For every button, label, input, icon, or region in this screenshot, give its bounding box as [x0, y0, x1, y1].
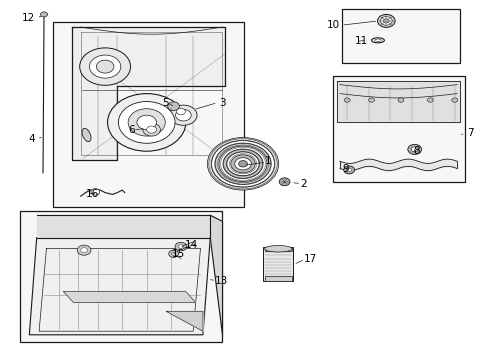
Ellipse shape [82, 129, 91, 141]
Circle shape [175, 242, 186, 251]
Circle shape [380, 17, 391, 25]
Bar [342, 9, 459, 63]
Ellipse shape [264, 246, 291, 252]
Circle shape [91, 189, 100, 195]
Circle shape [407, 144, 421, 154]
Circle shape [81, 248, 87, 253]
Circle shape [427, 98, 432, 102]
Text: 14: 14 [184, 240, 198, 250]
Text: 7: 7 [466, 128, 473, 138]
Circle shape [223, 149, 263, 179]
Circle shape [368, 98, 374, 102]
Text: 13: 13 [215, 276, 228, 286]
Circle shape [207, 138, 278, 190]
Text: 11: 11 [354, 36, 367, 46]
Circle shape [96, 60, 114, 73]
Polygon shape [63, 292, 195, 302]
Circle shape [344, 98, 349, 102]
Circle shape [397, 98, 403, 102]
Text: 16: 16 [85, 189, 99, 199]
Circle shape [167, 102, 179, 111]
Text: 5: 5 [162, 98, 168, 108]
Circle shape [41, 12, 47, 17]
Circle shape [234, 158, 251, 170]
Circle shape [128, 109, 165, 136]
Text: 17: 17 [304, 254, 317, 264]
Ellipse shape [374, 39, 381, 41]
Polygon shape [72, 27, 224, 160]
Text: 10: 10 [326, 20, 339, 30]
Text: 9: 9 [342, 164, 348, 174]
Polygon shape [29, 238, 210, 335]
Circle shape [377, 14, 394, 27]
Polygon shape [166, 311, 203, 331]
Bar [332, 76, 464, 182]
Circle shape [279, 178, 289, 186]
Circle shape [176, 108, 185, 115]
Ellipse shape [371, 38, 384, 43]
Text: 15: 15 [172, 249, 185, 259]
Circle shape [346, 168, 351, 172]
Text: 2: 2 [300, 179, 307, 189]
Polygon shape [337, 81, 459, 122]
Circle shape [169, 105, 197, 125]
Circle shape [175, 109, 191, 121]
Text: 1: 1 [264, 156, 271, 166]
Circle shape [142, 123, 160, 136]
Circle shape [343, 166, 354, 174]
Circle shape [168, 250, 178, 257]
Bar [53, 22, 243, 207]
Polygon shape [210, 215, 222, 335]
Bar [263, 247, 293, 281]
Circle shape [215, 143, 270, 184]
Bar [20, 211, 222, 342]
Circle shape [219, 146, 266, 181]
Circle shape [171, 252, 175, 255]
Circle shape [137, 115, 156, 130]
Circle shape [410, 147, 417, 152]
Circle shape [383, 19, 388, 23]
Text: 3: 3 [219, 98, 225, 108]
Circle shape [226, 152, 259, 176]
Bar [264, 247, 291, 251]
Text: 6: 6 [127, 125, 134, 135]
Circle shape [451, 98, 457, 102]
Circle shape [178, 245, 183, 248]
Bar [264, 276, 291, 281]
Text: 8: 8 [412, 146, 419, 156]
Text: 12: 12 [22, 13, 35, 23]
Polygon shape [37, 215, 210, 238]
Circle shape [230, 155, 255, 173]
Text: 4: 4 [28, 134, 35, 144]
Circle shape [77, 245, 91, 255]
Circle shape [107, 94, 185, 151]
Circle shape [89, 55, 121, 78]
Circle shape [118, 102, 175, 143]
Circle shape [146, 126, 156, 133]
Circle shape [211, 140, 274, 187]
Circle shape [80, 48, 130, 85]
Circle shape [238, 161, 247, 167]
